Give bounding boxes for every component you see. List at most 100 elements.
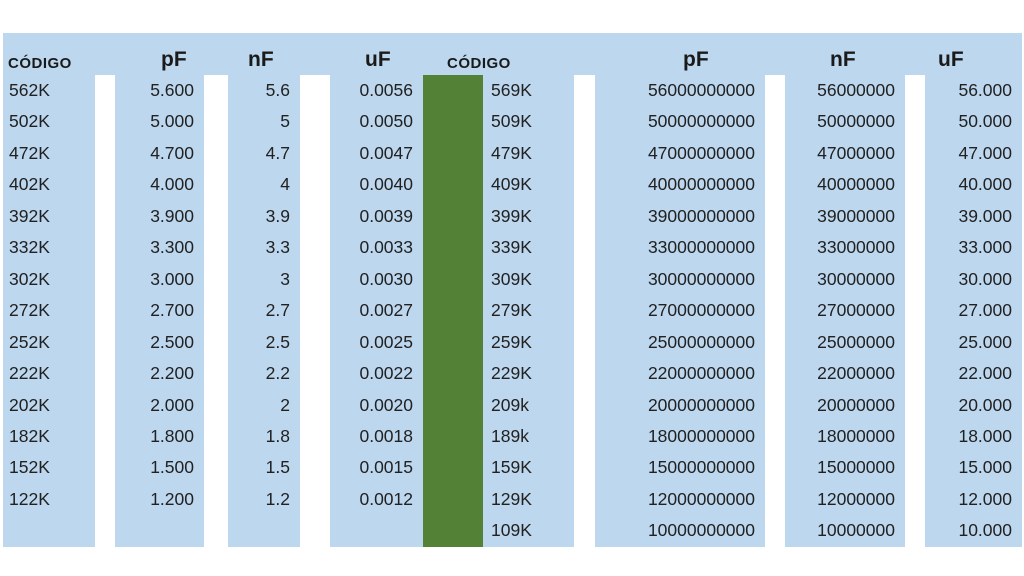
table-cell: 3.900 (150, 205, 194, 226)
table-cell: 4.000 (150, 174, 194, 195)
table-cell: 0.0025 (359, 331, 413, 352)
table-cell: 209k (491, 394, 529, 415)
table-cell: 479K (491, 142, 532, 163)
column-uf-left: 0.0056 0.0050 0.0047 0.0040 0.0039 0.0033 0.00… (330, 75, 423, 547)
table-cell: 47.000 (958, 142, 1012, 163)
column-gap (300, 75, 330, 547)
table-cell: 562K (9, 80, 50, 100)
table-cell: 3.3 (265, 237, 290, 258)
table-cell: 472K (9, 142, 50, 163)
table-cell: 56000000000 (647, 80, 755, 100)
table-cell (3, 515, 95, 546)
table-cell (228, 515, 300, 546)
table-cell: 12.000 (958, 488, 1012, 509)
table-cell: 40000000 (817, 174, 895, 195)
table-cell: 15000000000 (647, 457, 755, 478)
table-cell: 12000000 (817, 488, 895, 509)
table-cell: 0.0015 (359, 457, 413, 478)
table-cell: 5 (280, 111, 290, 132)
header-codigo-right: CÓDIGO (447, 55, 511, 72)
table-cell: 122K (9, 488, 50, 509)
table-cell: 502K (9, 111, 50, 132)
table-cell: 4 (280, 174, 290, 195)
table-cell: 2.200 (150, 363, 194, 384)
table-body: 562K 502K 472K 402K 392K 332K 302K 272K 252K 222K… (3, 75, 1022, 547)
table-cell: 1.200 (150, 488, 194, 509)
table-cell (330, 515, 423, 546)
table-cell: 27000000 (817, 300, 895, 321)
table-cell: 2.2 (265, 363, 290, 384)
table-cell: 0.0027 (359, 300, 413, 321)
header-uf-left: uF (365, 48, 391, 71)
table-cell: 0.0039 (359, 205, 413, 226)
table-cell: 189k (491, 425, 529, 446)
table-cell: 0.0047 (359, 142, 413, 163)
table-cell: 569K (491, 80, 532, 100)
table-cell: 0.0050 (359, 111, 413, 132)
table-cell: 18.000 (958, 425, 1012, 446)
table-cell: 20.000 (958, 394, 1012, 415)
table-cell: 2.5 (265, 331, 290, 352)
column-nf-right: 56000000 50000000 47000000 40000000 39000000… (785, 75, 905, 547)
table-cell: 0.0020 (359, 394, 413, 415)
table-cell: 182K (9, 425, 50, 446)
table-cell: 30000000 (817, 268, 895, 289)
column-gap (95, 75, 115, 547)
table-cell: 0.0022 (359, 363, 413, 384)
table-cell: 279K (491, 300, 532, 321)
column-codigo-left: 562K 502K 472K 402K 392K 332K 302K 272K 252K 222K… (3, 75, 95, 547)
table-cell: 15000000 (817, 457, 895, 478)
table-cell: 39.000 (958, 205, 1012, 226)
table-cell: 3.9 (265, 205, 290, 226)
table-cell: 25.000 (958, 331, 1012, 352)
green-divider-column (423, 75, 483, 547)
header-pf-right: pF (683, 48, 709, 71)
table-cell: 22000000 (817, 363, 895, 384)
table-cell: 5.6 (265, 80, 290, 100)
table-cell: 56000000 (817, 80, 895, 100)
table-header-row: CÓDIGO pF nF uF CÓDIGO pF nF uF (3, 33, 1022, 75)
table-cell: 30000000000 (647, 268, 755, 289)
table-cell: 22.000 (958, 363, 1012, 384)
header-nf-left: nF (248, 48, 274, 71)
table-cell: 20000000 (817, 394, 895, 415)
table-cell: 5.600 (150, 80, 194, 100)
table-cell: 50000000000 (647, 111, 755, 132)
table-cell: 40000000000 (647, 174, 755, 195)
table-cell: 409K (491, 174, 532, 195)
table-cell: 0.0018 (359, 425, 413, 446)
column-pf-right: 56000000000 50000000000 47000000000 4000000… (595, 75, 765, 547)
table-cell: 33.000 (958, 237, 1012, 258)
table-cell: 2.000 (150, 394, 194, 415)
capacitor-code-conversion-table: CÓDIGO pF nF uF CÓDIGO pF nF uF 562K 502K… (3, 33, 1022, 547)
table-cell: 3 (280, 268, 290, 289)
table-cell: 27000000000 (647, 300, 755, 321)
table-cell: 222K (9, 363, 50, 384)
table-cell: 272K (9, 300, 50, 321)
table-cell: 399K (491, 205, 532, 226)
table-cell: 2.7 (265, 300, 290, 321)
table-cell: 18000000000 (647, 425, 755, 446)
table-cell: 50.000 (958, 111, 1012, 132)
table-cell: 159K (491, 457, 532, 478)
table-cell: 0.0033 (359, 237, 413, 258)
table-cell: 332K (9, 237, 50, 258)
table-cell: 0.0040 (359, 174, 413, 195)
table-cell: 1.5 (265, 457, 290, 478)
table-cell: 10.000 (958, 520, 1012, 541)
table-cell: 109K (491, 520, 532, 541)
table-cell: 229K (491, 363, 532, 384)
column-gap (765, 75, 785, 547)
header-codigo-left: CÓDIGO (8, 55, 72, 72)
column-codigo-right: 569K 509K 479K 409K 399K 339K 309K 279K 259K 229K… (483, 75, 574, 547)
table-cell: 1.8 (265, 425, 290, 446)
table-cell: 10000000 (817, 520, 895, 541)
table-cell: 252K (9, 331, 50, 352)
table-cell: 4.700 (150, 142, 194, 163)
table-cell: 33000000 (817, 237, 895, 258)
table-cell: 152K (9, 457, 50, 478)
table-cell: 4.7 (265, 142, 290, 163)
table-cell: 509K (491, 111, 532, 132)
column-gap (905, 75, 925, 547)
